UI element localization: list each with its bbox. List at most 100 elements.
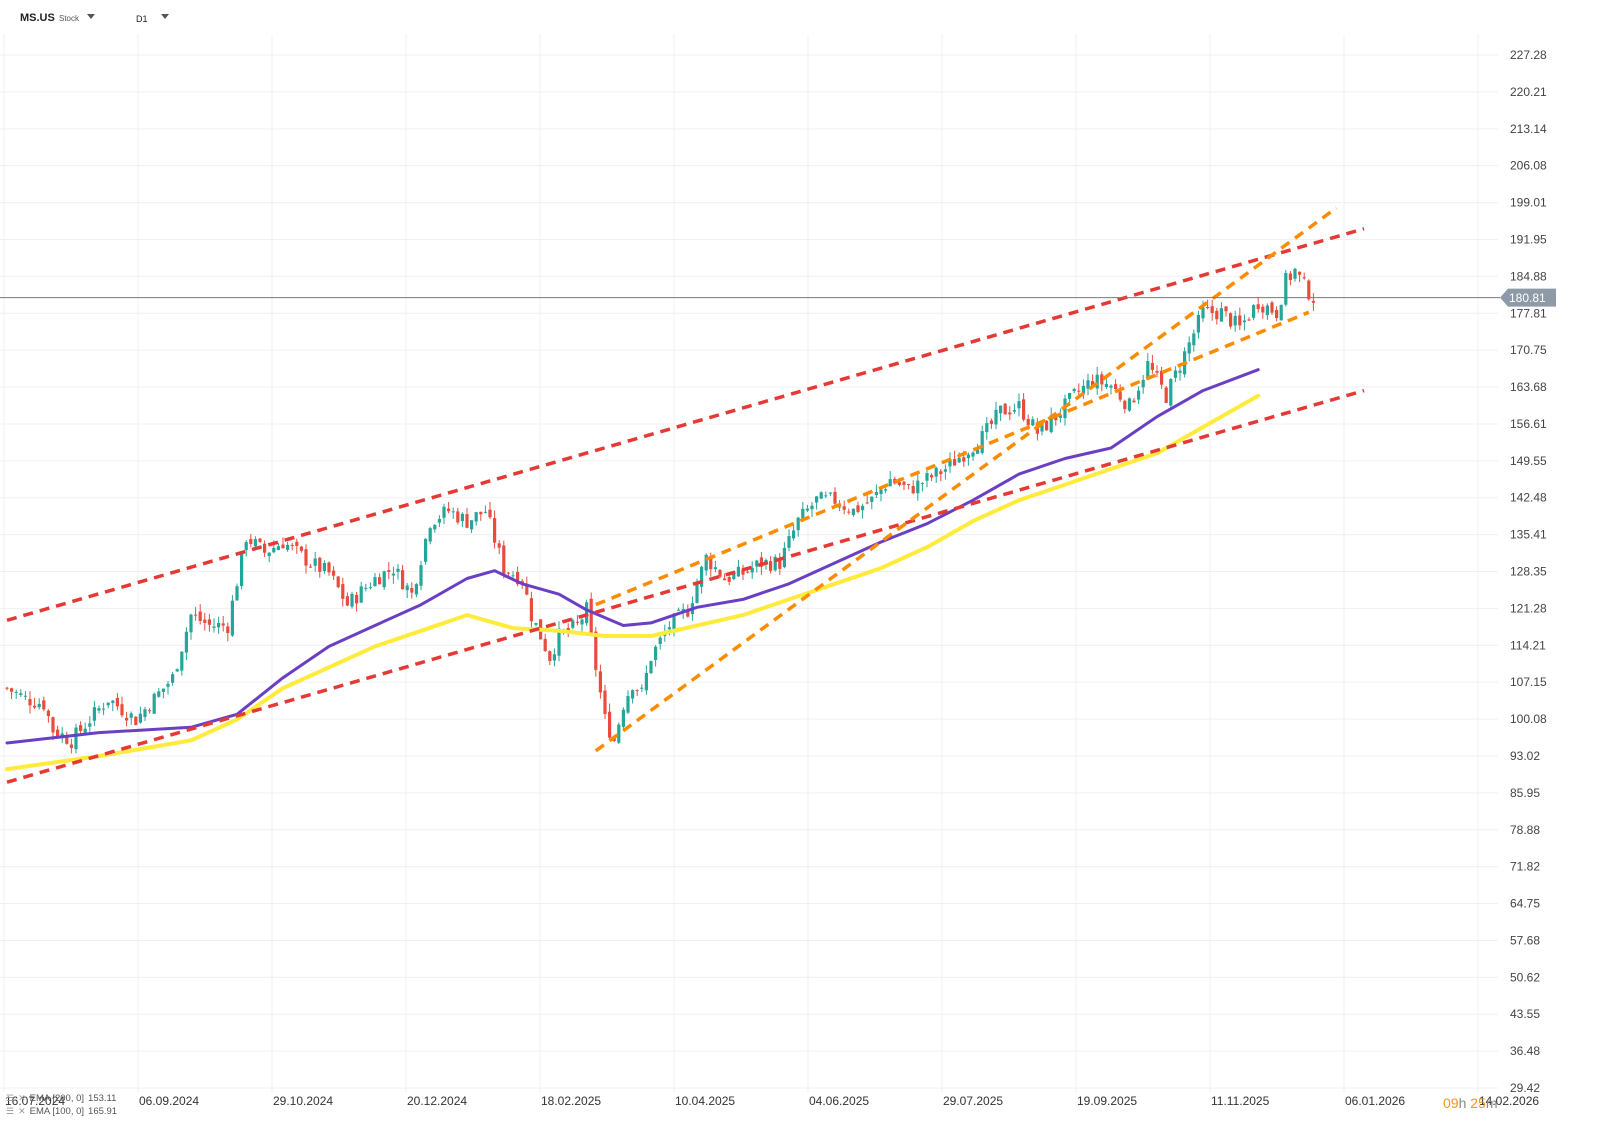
legend-value: 153.11 (88, 1093, 117, 1104)
ema200-line (5, 393, 1261, 772)
menu-icon[interactable]: ☰ (6, 1106, 15, 1116)
candle-body (1242, 320, 1246, 323)
candle-body (1100, 374, 1104, 385)
close-icon[interactable]: ✕ (18, 1093, 26, 1103)
candle-body (1022, 399, 1026, 420)
candle-body (815, 496, 819, 503)
y-tick-label: 64.75 (1510, 897, 1540, 911)
y-tick-label: 71.82 (1510, 860, 1540, 874)
candle-body (272, 547, 276, 553)
candle-body (171, 674, 175, 683)
candle-body (83, 728, 87, 733)
candle-body (1206, 307, 1210, 309)
y-tick-label: 78.88 (1510, 823, 1540, 837)
candle-body (281, 544, 285, 549)
candle-body (916, 480, 920, 494)
candle-body (332, 570, 336, 576)
y-tick-label: 43.55 (1510, 1007, 1540, 1021)
y-tick-label: 213.14 (1510, 122, 1547, 136)
y-tick-label: 36.48 (1510, 1044, 1540, 1058)
candle-body (290, 544, 294, 546)
candle-body (1077, 390, 1081, 392)
candle-body (212, 626, 216, 628)
candle-body (552, 654, 556, 661)
interval-dropdown-icon[interactable] (161, 14, 169, 19)
candle-body (207, 619, 211, 625)
candle-body (327, 562, 331, 573)
candle-body (249, 539, 253, 544)
candle-body (865, 502, 869, 504)
candle-body (1210, 306, 1214, 314)
candle-body (1275, 310, 1279, 319)
candle-body (1160, 370, 1164, 385)
candle-body (1311, 300, 1315, 303)
symbol-dropdown-icon[interactable] (87, 14, 95, 19)
x-tick-label: 19.09.2025 (1077, 1094, 1137, 1108)
candle-body (594, 631, 598, 670)
candle-body (299, 546, 303, 551)
candle-body (378, 577, 382, 585)
candle-body (792, 530, 796, 539)
candle-body (447, 508, 451, 512)
candle-body (424, 538, 428, 562)
candle-body (129, 713, 133, 718)
x-tick-label: 11.11.2025 (1211, 1094, 1270, 1108)
candle-body (286, 544, 290, 550)
candle-body (713, 567, 717, 570)
y-tick-label: 93.02 (1510, 749, 1540, 763)
candle-body (391, 573, 395, 576)
candle-body (470, 520, 474, 530)
candle-body (1081, 385, 1085, 394)
candle-body (203, 619, 207, 623)
candle-body (686, 611, 690, 617)
candle-body (677, 609, 681, 611)
candle-body (263, 543, 267, 553)
legend-row-ema200: ☰ ✕ EMA [200, 0] 153.11 (6, 1092, 117, 1105)
asset-type-label: Stock (59, 14, 80, 23)
timer-minutes: 25 (1470, 1095, 1486, 1111)
x-tick-label: 14.02.2026 (1479, 1094, 1539, 1108)
x-tick-label: 10.04.2025 (675, 1094, 735, 1108)
candle-body (1196, 314, 1200, 333)
y-tick-label: 191.95 (1510, 232, 1547, 246)
candle-body (37, 703, 41, 708)
candle-body (295, 541, 299, 546)
candle-body (1109, 385, 1113, 388)
candle-body (1068, 393, 1072, 399)
candle-body (322, 563, 326, 572)
timer-minutes-unit: m (1485, 1095, 1498, 1111)
timer-hours-unit: h (1458, 1095, 1467, 1111)
candle-body (51, 717, 55, 733)
candle-body (681, 609, 685, 612)
candle-body (1256, 304, 1260, 310)
menu-icon[interactable]: ☰ (6, 1093, 15, 1103)
candle-body (1215, 310, 1219, 320)
candle-body (143, 709, 147, 717)
candle-body (580, 619, 584, 625)
close-icon[interactable]: ✕ (18, 1106, 26, 1116)
candle-body (1252, 305, 1256, 318)
candle-body (345, 596, 349, 606)
candle-body (253, 539, 257, 547)
symbol-label[interactable]: MS.US (20, 12, 55, 24)
candle-body (1072, 388, 1076, 392)
candle-body (65, 735, 69, 744)
candle-body (368, 587, 372, 589)
candle-body (773, 556, 777, 571)
candle-body (1302, 277, 1306, 279)
candle-body (759, 557, 763, 567)
candle-body (194, 614, 198, 616)
candle-body (879, 489, 883, 495)
candle-body (920, 483, 924, 485)
candle-body (106, 702, 110, 706)
candle-body (387, 570, 391, 572)
candle-body (1146, 361, 1150, 378)
candle-body (483, 511, 487, 513)
candle-body (962, 457, 966, 462)
candle-body (787, 536, 791, 548)
candle-body (355, 594, 359, 604)
legend-label: EMA [200, 0] (29, 1093, 85, 1104)
candle-body (732, 573, 736, 580)
interval-label[interactable]: D1 (136, 14, 148, 24)
